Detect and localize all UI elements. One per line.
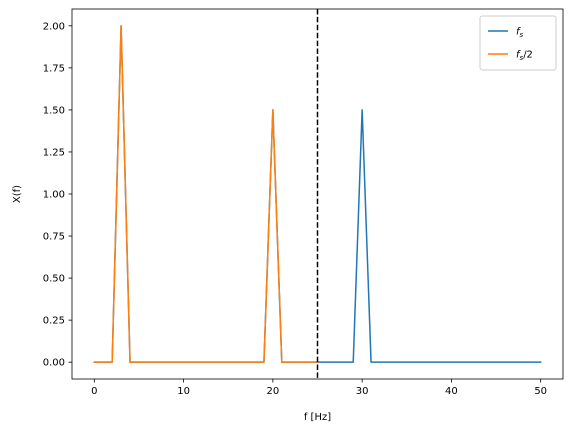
- y-axis-ticks: 0.00 0.25 0.50 0.75 1.00 1.25 1.50 1.75 2.00: [43, 21, 72, 369]
- y-tick-label: 1.75: [43, 63, 65, 74]
- y-tick-label: 1.25: [43, 147, 65, 158]
- x-tick-label: 20: [266, 386, 279, 397]
- x-tick-label: 10: [177, 386, 190, 397]
- series-layer: [93, 25, 542, 363]
- y-axis-label: X(f): [12, 185, 23, 203]
- legend: fs fs/2: [479, 15, 557, 71]
- y-tick-label: 1.50: [43, 105, 65, 116]
- x-axis-ticks: 0 10 20 30 40 50: [91, 379, 547, 397]
- x-tick-label: 30: [356, 386, 369, 397]
- x-tick-label: 0: [91, 386, 97, 397]
- x-axis-label: f [Hz]: [304, 412, 331, 423]
- legend-label-1: fs: [516, 27, 524, 40]
- y-tick-label: 0.75: [43, 232, 65, 243]
- y-tick-label: 0.00: [43, 358, 65, 369]
- y-tick-label: 1.00: [43, 190, 65, 201]
- y-tick-label: 0.25: [43, 316, 65, 327]
- legend-label-2: fs/2: [516, 50, 533, 63]
- series-line-2: [93, 25, 319, 363]
- y-tick-label: 2.00: [43, 21, 65, 32]
- legend-box: [479, 15, 557, 71]
- y-tick-label: 0.50: [43, 274, 65, 285]
- x-tick-label: 40: [445, 386, 458, 397]
- x-tick-label: 50: [534, 386, 547, 397]
